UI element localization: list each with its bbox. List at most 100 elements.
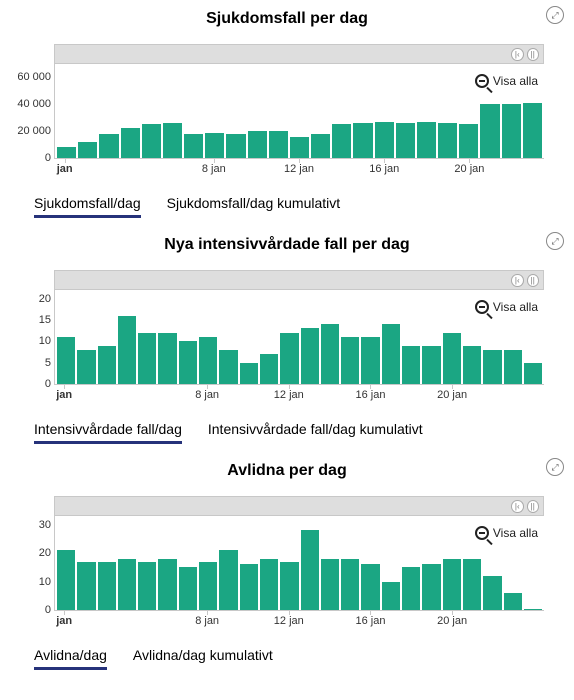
bar: [402, 346, 420, 384]
bar: [382, 324, 400, 384]
bar: [459, 124, 478, 158]
chart-tab[interactable]: Intensivvårdade fall/dag kumulativt: [208, 421, 423, 444]
bar: [483, 576, 501, 610]
bar: [483, 350, 501, 384]
bar: [301, 328, 319, 384]
bar: [463, 346, 481, 384]
y-axis-labels: 0102030: [5, 516, 51, 610]
bars-container: [55, 516, 544, 610]
x-tick-label: 16 jan: [355, 615, 385, 627]
chart-tab[interactable]: Intensivvårdade fall/dag: [34, 421, 182, 444]
bar: [502, 104, 521, 158]
bar: [98, 562, 116, 610]
visa-alla-label: Visa alla: [493, 300, 538, 314]
bar: [382, 582, 400, 610]
bar: [422, 346, 440, 384]
x-tick-label: 16 jan: [355, 389, 385, 401]
bar: [332, 124, 351, 158]
visa-alla-button[interactable]: Visa alla: [475, 526, 538, 540]
bar: [118, 316, 136, 384]
bar: [57, 147, 76, 158]
x-axis-labels: jan 8 jan 12 jan 16 jan 20 jan: [54, 389, 544, 407]
bar: [219, 550, 237, 610]
strip-control-icon[interactable]: |‹||: [511, 47, 539, 61]
visa-alla-button[interactable]: Visa alla: [475, 300, 538, 314]
bars-container: [55, 64, 544, 158]
bar: [240, 363, 258, 384]
y-tick-label: 20 000: [5, 125, 51, 137]
y-tick-label: 15: [5, 314, 51, 326]
bar: [240, 564, 258, 610]
visa-alla-label: Visa alla: [493, 74, 538, 88]
x-tick-label: 16 jan: [369, 163, 399, 175]
x-tick-label: 12 jan: [274, 389, 304, 401]
bar: [77, 562, 95, 610]
x-tick-label: 20 jan: [454, 163, 484, 175]
bar: [353, 123, 372, 158]
chart-block-cases: ⤢Sjukdomsfall per dag|‹||020 00040 00060…: [0, 10, 574, 218]
bar: [523, 103, 542, 158]
bar: [260, 559, 278, 610]
bar: [199, 337, 217, 384]
chart-tab[interactable]: Avlidna/dag: [34, 647, 107, 670]
x-tick-label: jan: [56, 389, 72, 401]
bar: [341, 559, 359, 610]
chart-block-deaths: ⤢Avlidna per dag|‹||0102030Visa allajan8…: [0, 462, 574, 670]
chart-tabs: Sjukdomsfall/dag Sjukdomsfall/dag kumulat…: [34, 195, 544, 218]
bar: [280, 562, 298, 610]
x-tick-label: 12 jan: [274, 615, 304, 627]
bar: [443, 559, 461, 610]
bar: [438, 123, 457, 158]
bar: [396, 123, 415, 158]
bar: [205, 133, 224, 159]
bar: [184, 134, 203, 158]
y-tick-label: 10: [5, 576, 51, 588]
chart-tab[interactable]: Avlidna/dag kumulativt: [133, 647, 273, 670]
y-tick-label: 30: [5, 519, 51, 531]
y-tick-label: 0: [5, 152, 51, 164]
chart-tab[interactable]: Sjukdomsfall/dag kumulativt: [167, 195, 341, 218]
bar: [142, 124, 161, 158]
chart-plot: 020 00040 00060 000Visa alla: [54, 64, 544, 159]
bar: [524, 363, 542, 384]
expand-icon[interactable]: ⤢: [546, 458, 564, 476]
zoom-out-icon: [475, 526, 489, 540]
visa-alla-button[interactable]: Visa alla: [475, 74, 538, 88]
bar: [179, 341, 197, 384]
expand-icon[interactable]: ⤢: [546, 6, 564, 24]
x-tick-label: jan: [56, 615, 72, 627]
bars-container: [55, 290, 544, 384]
bar: [78, 142, 97, 158]
bar: [361, 564, 379, 610]
bar: [422, 564, 440, 610]
y-tick-label: 0: [5, 604, 51, 616]
bar: [138, 333, 156, 384]
bar: [57, 337, 75, 384]
chart-tab[interactable]: Sjukdomsfall/dag: [34, 195, 141, 218]
bar: [280, 333, 298, 384]
chart-tabs: Avlidna/dag Avlidna/dag kumulativt: [34, 647, 544, 670]
visa-alla-label: Visa alla: [493, 526, 538, 540]
bar: [480, 104, 499, 158]
bar: [375, 122, 394, 158]
x-tick-label: 8 jan: [195, 615, 219, 627]
chart-header-strip: |‹||: [54, 496, 544, 516]
bar: [504, 593, 522, 610]
strip-control-icon[interactable]: |‹||: [511, 273, 539, 287]
bar: [269, 131, 288, 158]
chart-block-icu: ⤢Nya intensivvårdade fall per dag|‹||051…: [0, 236, 574, 444]
bar: [77, 350, 95, 384]
bar: [290, 137, 309, 158]
bar: [158, 333, 176, 384]
y-tick-label: 0: [5, 378, 51, 390]
chart-plot: 0102030Visa alla: [54, 516, 544, 611]
expand-icon[interactable]: ⤢: [546, 232, 564, 250]
strip-control-icon[interactable]: |‹||: [511, 499, 539, 513]
x-tick-label: 8 jan: [202, 163, 226, 175]
bar: [118, 559, 136, 610]
x-tick-label: 8 jan: [195, 389, 219, 401]
y-tick-label: 40 000: [5, 98, 51, 110]
x-tick-label: 20 jan: [437, 389, 467, 401]
x-axis-labels: jan8 jan12 jan16 jan20 jan: [54, 163, 544, 181]
bar: [158, 559, 176, 610]
